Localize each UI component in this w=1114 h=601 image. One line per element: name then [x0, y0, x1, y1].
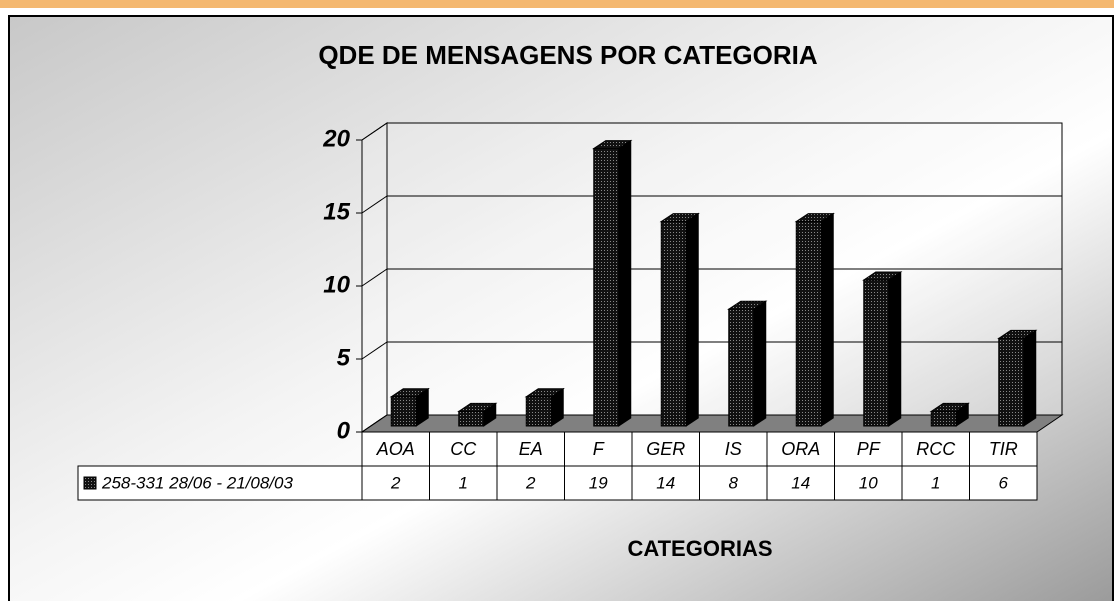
- x-tick-label: ORA: [781, 439, 820, 459]
- grid-line: [361, 414, 1062, 433]
- top-strip: [0, 0, 1114, 8]
- bar: [525, 396, 552, 427]
- bar: [660, 221, 687, 427]
- bar: [930, 410, 957, 427]
- table-value-row: [77, 465, 1038, 501]
- bar: [390, 396, 417, 427]
- bar-side: [618, 139, 632, 427]
- table-value: 14: [791, 473, 810, 492]
- x-tick-label: GER: [646, 439, 685, 459]
- bar: [728, 308, 755, 427]
- grid-line: [361, 341, 1062, 360]
- table-value: 10: [859, 473, 878, 492]
- y-tick-label: 15: [323, 198, 350, 225]
- table-value: 14: [656, 473, 675, 492]
- y-tick-label: 10: [323, 271, 350, 298]
- x-tick-label: IS: [725, 439, 742, 459]
- grid-line: [361, 122, 1062, 141]
- x-tick-label: PF: [857, 439, 881, 459]
- bar: [863, 279, 890, 427]
- table-value: 8: [729, 473, 739, 492]
- bar-side: [888, 271, 902, 427]
- bar-side: [1023, 329, 1037, 427]
- bar-side: [753, 300, 767, 427]
- table-value: 1: [931, 473, 940, 492]
- bar: [593, 148, 620, 427]
- table-value: 1: [459, 473, 468, 492]
- y-tick-label: 5: [337, 344, 351, 371]
- bar-side: [820, 212, 834, 427]
- table-value: 19: [589, 473, 608, 492]
- x-tick-label: RCC: [916, 439, 956, 459]
- chart-area: [8, 15, 1114, 601]
- y-tick-label: 0: [337, 417, 351, 444]
- x-tick-label: TIR: [989, 439, 1018, 459]
- x-axis-label: CATEGORIAS: [627, 536, 772, 561]
- x-tick-label: EA: [519, 439, 543, 459]
- grid-line: [361, 195, 1062, 214]
- bar: [795, 221, 822, 427]
- x-tick-label: F: [593, 439, 605, 459]
- legend-label: 258-331 28/06 - 21/08/03: [101, 473, 293, 492]
- table-value: 2: [525, 473, 536, 492]
- chart-title: QDE DE MENSAGENS POR CATEGORIA: [318, 40, 818, 70]
- table-value: 6: [999, 473, 1009, 492]
- y-tick-label: 20: [322, 125, 350, 152]
- bar: [998, 337, 1025, 427]
- bar: [458, 410, 485, 427]
- x-tick-label: AOA: [376, 439, 415, 459]
- table-value: 2: [390, 473, 401, 492]
- bar-side: [685, 212, 699, 427]
- x-tick-label: CC: [450, 439, 477, 459]
- grid-line: [361, 268, 1062, 287]
- legend-swatch: [83, 476, 97, 490]
